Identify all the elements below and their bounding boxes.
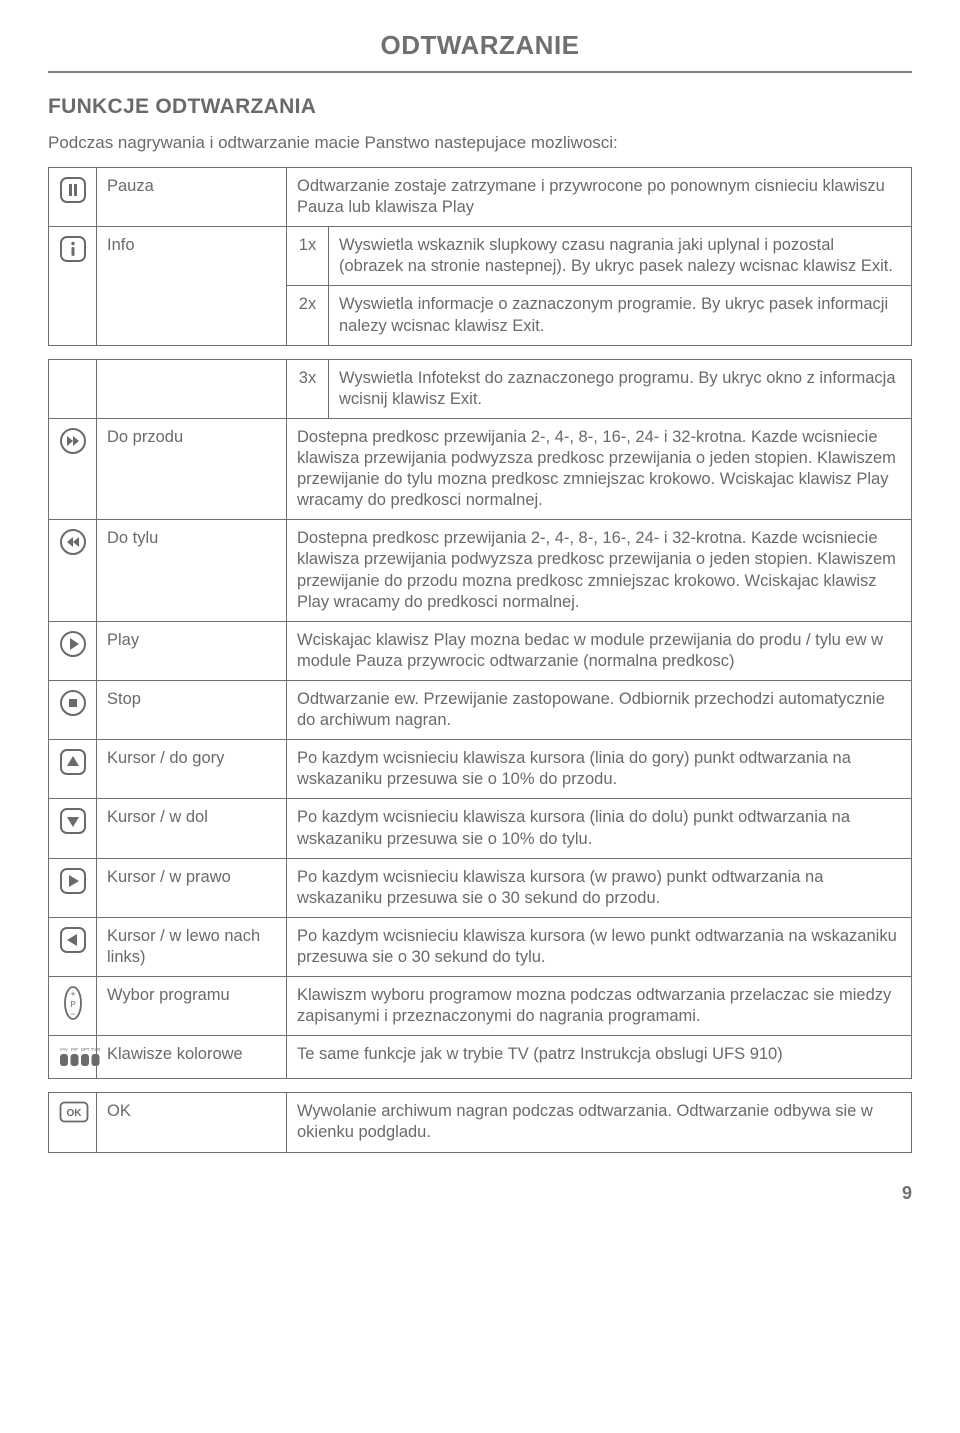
- info-2x: 2x: [287, 286, 329, 345]
- kolor-desc: Te same funkcje jak w trybie TV (patrz I…: [287, 1036, 912, 1079]
- empty-label: [97, 359, 287, 418]
- table-row: +P− Wybor programu Klawiszm wyboru progr…: [49, 977, 912, 1036]
- kurup-label: Kursor / do gory: [97, 740, 287, 799]
- dotylu-desc: Dostepna predkosc przewijania 2-, 4-, 8-…: [287, 520, 912, 621]
- play-desc: Wciskajac klawisz Play mozna bedac w mod…: [287, 621, 912, 680]
- svg-text:TV/R: TV/R: [91, 1047, 101, 1052]
- table-row: OK OK Wywolanie archiwum nagran podczas …: [49, 1093, 912, 1152]
- svg-text:P/P: P/P: [71, 1047, 78, 1052]
- section-title: FUNKCJE ODTWARZANIA: [48, 95, 912, 119]
- cursor-right-icon: [49, 858, 97, 917]
- info-1x: 1x: [287, 227, 329, 286]
- table-row: Kursor / w prawo Po kazdym wcisnieciu kl…: [49, 858, 912, 917]
- kolor-label: Klawisze kolorowe: [97, 1036, 287, 1079]
- title-underline: [48, 71, 912, 73]
- functions-table: Pauza Odtwarzanie zostaje zatrzymane i p…: [48, 167, 912, 1153]
- stop-icon: [49, 680, 97, 739]
- table-row: Kursor / do gory Po kazdym wcisnieciu kl…: [49, 740, 912, 799]
- info-label: Info: [97, 227, 287, 345]
- table-row: Stop Odtwarzanie ew. Przewijanie zastopo…: [49, 680, 912, 739]
- cursor-down-icon: [49, 799, 97, 858]
- cursor-up-icon: [49, 740, 97, 799]
- kurleft-desc: Po kazdym wcisnieciu klawisza kursora (w…: [287, 917, 912, 976]
- info-icon: [49, 227, 97, 345]
- dotylu-label: Do tylu: [97, 520, 287, 621]
- ok-icon: OK: [49, 1093, 97, 1152]
- ok-label: OK: [97, 1093, 287, 1152]
- svg-text:P: P: [70, 1000, 75, 1009]
- play-label: Play: [97, 621, 287, 680]
- empty-icon: [49, 359, 97, 418]
- program-select-icon: +P−: [49, 977, 97, 1036]
- fast-forward-icon: [49, 418, 97, 519]
- table-row: Kursor / w lewo nach links) Po kazdym wc…: [49, 917, 912, 976]
- table-row: Info 1x Wyswietla wskaznik slupkowy czas…: [49, 227, 912, 286]
- kurdown-desc: Po kazdym wcisnieciu klawisza kursora (l…: [287, 799, 912, 858]
- pauza-label: Pauza: [97, 168, 287, 227]
- page-title: ODTWARZANIE: [48, 30, 912, 61]
- kurright-desc: Po kazdym wcisnieciu klawisza kursora (w…: [287, 858, 912, 917]
- info-1x-desc: Wyswietla wskaznik slupkowy czasu nagran…: [329, 227, 912, 286]
- table-row: Do przodu Dostepna predkosc przewijania …: [49, 418, 912, 519]
- svg-text:−: −: [70, 1009, 75, 1019]
- svg-text:FAV: FAV: [60, 1047, 68, 1052]
- table-row: Do tylu Dostepna predkosc przewijania 2-…: [49, 520, 912, 621]
- color-keys-icon: FAV P/P OPT TV/R: [49, 1036, 97, 1079]
- doprzodu-desc: Dostepna predkosc przewijania 2-, 4-, 8-…: [287, 418, 912, 519]
- kurright-label: Kursor / w prawo: [97, 858, 287, 917]
- svg-text:OPT: OPT: [81, 1047, 90, 1052]
- page: ODTWARZANIE FUNKCJE ODTWARZANIA Podczas …: [0, 0, 960, 1234]
- wybor-desc: Klawiszm wyboru programow mozna podczas …: [287, 977, 912, 1036]
- table-row: 3x Wyswietla Infotekst do zaznaczonego p…: [49, 359, 912, 418]
- page-number: 9: [48, 1183, 912, 1204]
- pauza-desc: Odtwarzanie zostaje zatrzymane i przywro…: [287, 168, 912, 227]
- table-row: Pauza Odtwarzanie zostaje zatrzymane i p…: [49, 168, 912, 227]
- stop-label: Stop: [97, 680, 287, 739]
- info-2x-desc: Wyswietla informacje o zaznaczonym progr…: [329, 286, 912, 345]
- table-row: Play Wciskajac klawisz Play mozna bedac …: [49, 621, 912, 680]
- table-row: Kursor / w dol Po kazdym wcisnieciu klaw…: [49, 799, 912, 858]
- cursor-left-icon: [49, 917, 97, 976]
- kurleft-label: Kursor / w lewo nach links): [97, 917, 287, 976]
- svg-text:+: +: [70, 989, 75, 999]
- rewind-icon: [49, 520, 97, 621]
- pause-icon: [49, 168, 97, 227]
- svg-text:OK: OK: [67, 1108, 83, 1119]
- kurdown-label: Kursor / w dol: [97, 799, 287, 858]
- doprzodu-label: Do przodu: [97, 418, 287, 519]
- play-icon: [49, 621, 97, 680]
- stop-desc: Odtwarzanie ew. Przewijanie zastopowane.…: [287, 680, 912, 739]
- wybor-label: Wybor programu: [97, 977, 287, 1036]
- kurup-desc: Po kazdym wcisnieciu klawisza kursora (l…: [287, 740, 912, 799]
- table-row: FAV P/P OPT TV/R Klawisze kolorowe Te sa…: [49, 1036, 912, 1079]
- intro-text: Podczas nagrywania i odtwarzanie macie P…: [48, 133, 912, 153]
- info-3x-desc: Wyswietla Infotekst do zaznaczonego prog…: [329, 359, 912, 418]
- info-3x: 3x: [287, 359, 329, 418]
- ok-desc: Wywolanie archiwum nagran podczas odtwar…: [287, 1093, 912, 1152]
